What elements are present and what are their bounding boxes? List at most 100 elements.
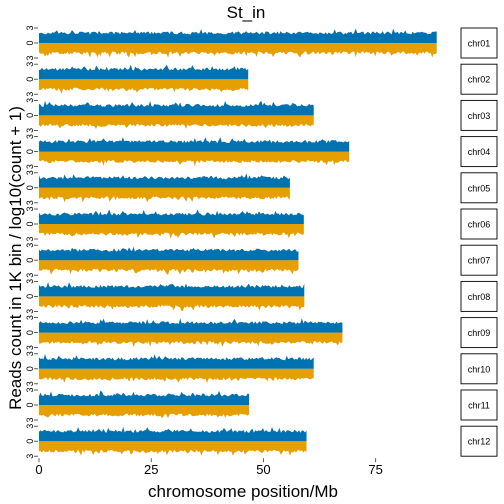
facet-strip-label: chr07 [468,256,491,266]
facet-chr08: 3 0 3 chr08 [25,279,498,314]
y-tick-label: 0 [25,40,35,45]
y-tick-label: 3 [25,309,35,314]
facet-strip [460,208,498,240]
coverage-positive-band [39,318,343,333]
y-tick-label: 3 [25,381,35,386]
y-tick-label: 0 [25,149,35,154]
facet-strip-label: chr12 [468,437,491,447]
y-tick-label: 0 [25,221,35,226]
facet-strip [460,389,498,421]
coverage-positive-band [39,173,290,188]
facet-strip-label: chr10 [468,364,491,374]
facet-chr07: 3 0 3 chr07 [25,243,498,278]
facet-chr02: 3 0 3 chr02 [25,62,498,97]
x-tick-label: 75 [368,462,382,477]
y-tick-label: 0 [25,113,35,118]
chart-title: St_in [227,3,266,22]
facet-strip-label: chr03 [468,111,491,121]
y-tick-label: 3 [25,62,35,67]
y-tick-label: 3 [25,200,35,205]
y-tick-label: 3 [25,315,35,320]
facet-strip-label: chr04 [468,147,491,157]
facet-strip [460,280,498,312]
y-tick-label: 0 [25,366,35,371]
coverage-negative-band [39,368,314,383]
y-tick-label: 3 [25,134,35,139]
y-tick-label: 0 [25,77,35,82]
y-tick-label: 3 [25,98,35,103]
x-tick-label: 25 [144,462,158,477]
facet-strip [460,353,498,385]
facet-chr12: 3 0 3 chr12 [25,424,498,459]
facet-strip-label: chr06 [468,220,491,230]
facet-strip-label: chr09 [468,328,491,338]
y-tick-label: 0 [25,402,35,407]
facet-chr10: 3 0 3 chr10 [25,351,498,386]
y-tick-label: 3 [25,236,35,241]
facet-strip-label: chr05 [468,183,491,193]
x-tick-label: 0 [35,462,42,477]
coverage-negative-band [39,260,299,275]
y-tick-label: 3 [25,454,35,459]
facet-chr05: 3 0 3 chr05 [25,170,498,205]
facet-strip [460,27,498,59]
y-tick-label: 3 [25,345,35,350]
facet-strip-label: chr08 [468,292,491,302]
y-tick-label: 3 [25,25,35,30]
y-tick-label: 3 [25,206,35,211]
y-tick-label: 0 [25,294,35,299]
coverage-positive-band [39,100,314,116]
x-tick-label: 50 [256,462,270,477]
coverage-negative-band [39,405,250,419]
y-tick-label: 3 [25,55,35,60]
coverage-positive-band [39,426,307,442]
facet-strip-label: chr01 [468,39,491,49]
y-tick-label: 3 [25,351,35,356]
y-tick-label: 3 [25,279,35,284]
x-axis: 0 25 50 75 [35,458,383,477]
facet-chr03: 3 0 3 chr03 [25,98,498,133]
y-tick-label: 3 [25,92,35,97]
coverage-negative-band [39,296,305,311]
coverage-positive-band [39,246,299,261]
facet-chr11: 3 0 3 chr11 [25,387,498,423]
coverage-negative-band [39,187,290,203]
coverage-positive-band [39,137,350,152]
facet-strip [460,63,498,95]
facet-panels: 3 0 3 chr01 3 0 3 chr02 3 0 3 chr03 3 0 3 chr04 3 0 3 chr05… [25,25,498,459]
y-tick-label: 3 [25,424,35,429]
facet-strip-label: chr11 [468,401,490,411]
y-tick-label: 3 [25,128,35,133]
x-axis-label: chromosome position/Mb [148,482,338,501]
facet-chr09: 3 0 3 chr09 [25,315,498,350]
coverage-negative-band [39,332,343,348]
y-axis-label: Reads count in 1K bin / log10(count + 1) [6,106,25,410]
coverage-positive-band [39,390,250,405]
y-tick-label: 0 [25,185,35,190]
y-tick-label: 3 [25,243,35,248]
y-tick-label: 3 [25,417,35,422]
coverage-positive-band [39,28,437,43]
coverage-negative-band [39,43,437,58]
coverage-positive-band [39,282,305,297]
coverage-negative-band [39,115,314,129]
y-tick-label: 3 [25,170,35,175]
facet-chr04: 3 0 3 chr04 [25,134,498,169]
coverage-positive-band [39,64,249,80]
facet-strip [460,136,498,168]
coverage-negative-band [39,441,307,456]
facet-strip [460,172,498,204]
coverage-positive-band [39,209,304,224]
facet-strip [460,99,498,131]
y-tick-label: 3 [25,387,35,392]
facet-strip [460,244,498,276]
y-tick-label: 0 [25,439,35,444]
y-tick-label: 0 [25,330,35,335]
y-tick-label: 0 [25,258,35,263]
facet-strip [460,425,498,457]
coverage-positive-band [39,354,314,369]
facet-strip-label: chr02 [468,75,491,85]
facet-chr06: 3 0 3 chr06 [25,206,498,242]
facet-chr01: 3 0 3 chr01 [25,25,498,61]
